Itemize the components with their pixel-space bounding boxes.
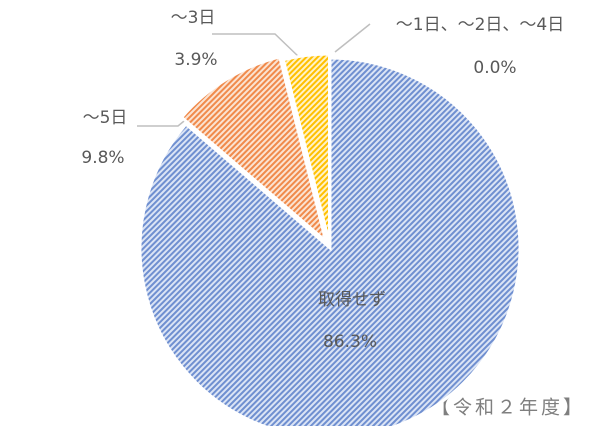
value-label: 9.8% [81,148,124,168]
category-label: 取得せず [318,290,386,310]
value-label: 86.3% [323,332,377,352]
value-label: 3.9% [174,50,217,70]
category-label: ～5日 [83,108,128,128]
leader-line [335,24,370,52]
category-label: ～3日 [171,8,216,28]
chart: 【令和２年度】 ～1日、～2日、～4日 0.0% 取得せず 86.3% ～5日 9.8% ～… [0,0,614,426]
annotation: 【令和２年度】 [431,397,585,419]
category-label: ～1日、～2日、～4日 [396,15,564,35]
value-label: 0.0% [473,58,516,78]
leader-line [212,34,300,58]
